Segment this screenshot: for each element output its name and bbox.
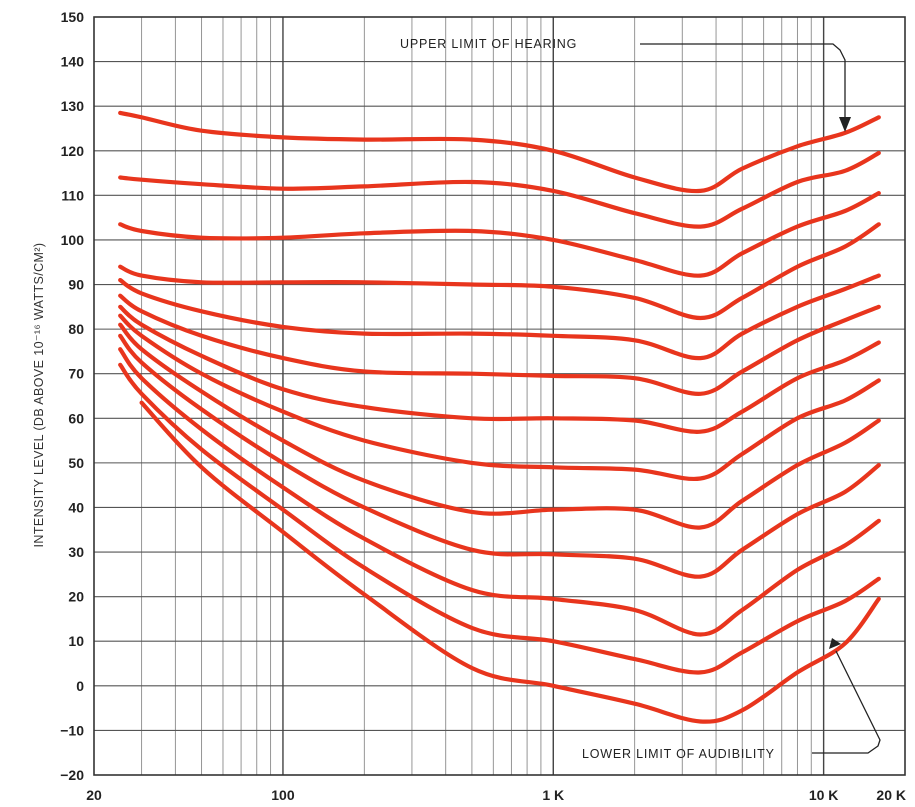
- y-tick-label: 50: [68, 455, 84, 471]
- y-axis-label: INTENSITY LEVEL (DB ABOVE 10⁻¹⁶ WATTS/CM…: [32, 243, 46, 548]
- series-line-5: [118, 293, 881, 396]
- y-tick-label: 70: [68, 366, 84, 382]
- series-line-7: [118, 313, 881, 482]
- upper-limit-arrowhead: [839, 117, 851, 132]
- y-tick-label: 90: [68, 277, 84, 293]
- plot-frame: [93, 16, 906, 776]
- y-tick-label: 0: [76, 678, 84, 694]
- y-tick-label: 120: [61, 143, 85, 159]
- x-tick-label: 20: [86, 787, 102, 803]
- upper-limit-annotation: UPPER LIMIT OF HEARING: [400, 37, 851, 132]
- series-line-11: [118, 362, 881, 675]
- y-tick-label: 60: [68, 410, 84, 426]
- series-group: [118, 110, 881, 724]
- lower-limit-label: LOWER LIMIT OF AUDIBILITY: [582, 747, 775, 761]
- series-line-9: [118, 333, 881, 579]
- y-tick-label: 130: [61, 98, 85, 114]
- series-line-4: [118, 273, 881, 361]
- y-tick-label: −20: [60, 767, 84, 783]
- x-tick-label: 20 K: [876, 787, 906, 803]
- y-tick-label: 140: [61, 54, 85, 70]
- x-tick-label: 1 K: [542, 787, 564, 803]
- y-tick-label: 150: [61, 9, 85, 25]
- series-line-0: [118, 110, 881, 194]
- y-tick-label: 100: [61, 232, 85, 248]
- y-tick-label: 80: [68, 321, 84, 337]
- series-line-3: [118, 222, 881, 321]
- series-line-8: [118, 322, 881, 530]
- x-tick-label: 10 K: [809, 787, 839, 803]
- y-tick-label: 30: [68, 544, 84, 560]
- y-tick-label: 10: [68, 633, 84, 649]
- series-line-2: [118, 191, 881, 278]
- series-line-1: [118, 150, 881, 229]
- lower-limit-arrowhead: [829, 638, 841, 649]
- y-tick-labels: −20 −10 0 10 20 30 40 50 60 70 80 90 100 110 120 130 140…: [60, 9, 84, 783]
- lower-limit-annotation: LOWER LIMIT OF AUDIBILITY: [582, 638, 881, 761]
- upper-limit-leader-line: [640, 43, 846, 117]
- y-tick-label: −10: [60, 722, 84, 738]
- y-tick-label: 110: [61, 187, 84, 203]
- x-tick-label: 100: [271, 787, 295, 803]
- lower-limit-leader-line: [812, 650, 881, 754]
- y-tick-label: 20: [68, 589, 84, 605]
- x-tick-labels: 20 100 1 K 10 K 20 K: [86, 787, 906, 803]
- series-line-6: [118, 304, 881, 434]
- series-line-10: [118, 347, 881, 637]
- y-tick-label: 40: [68, 499, 84, 515]
- upper-limit-label: UPPER LIMIT OF HEARING: [400, 37, 577, 51]
- series-line-12: [139, 400, 881, 724]
